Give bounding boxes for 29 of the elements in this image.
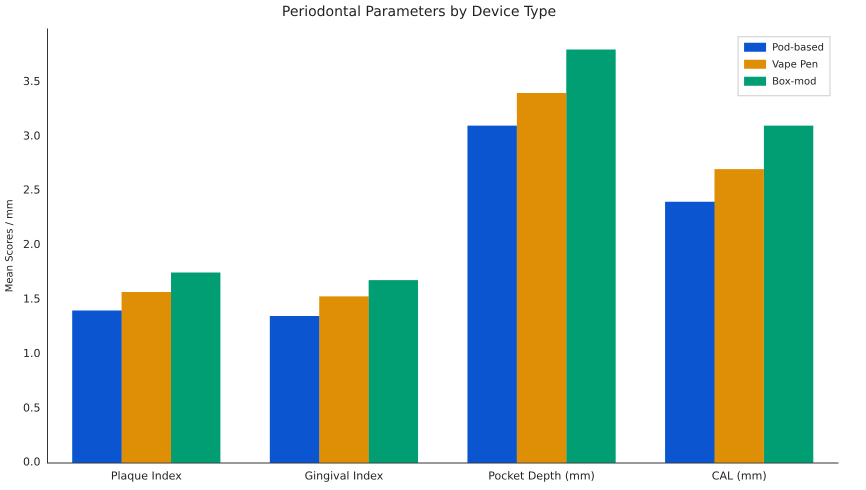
legend-label: Vape Pen — [772, 59, 818, 70]
bar — [467, 126, 517, 463]
x-tick-label: Pocket Depth (mm) — [488, 469, 595, 482]
y-tick-label: 3.5 — [22, 74, 40, 88]
legend-label: Box-mod — [772, 76, 816, 88]
y-tick-label: 0.0 — [22, 456, 40, 469]
bar — [319, 296, 369, 463]
y-tick-label: 1.5 — [22, 292, 40, 306]
legend-label: Pod-based — [772, 42, 824, 54]
bar — [270, 316, 320, 463]
bar — [122, 292, 172, 463]
chart-title: Periodontal Parameters by Device Type — [282, 4, 556, 20]
y-tick-label: 1.0 — [22, 346, 40, 360]
y-tick-label: 2.5 — [22, 184, 40, 197]
x-tick-label: Gingival Index — [304, 469, 384, 482]
y-tick-label: 3.0 — [22, 129, 40, 142]
bar — [72, 310, 122, 463]
y-tick-label: 2.0 — [22, 238, 40, 252]
bar — [764, 126, 814, 463]
x-tick-label: Plaque Index — [110, 469, 182, 482]
bar — [171, 272, 220, 463]
bar — [714, 169, 764, 463]
bar — [566, 49, 616, 463]
y-tick-label: 0.5 — [22, 401, 40, 414]
bar — [665, 202, 714, 463]
bar — [368, 280, 418, 463]
y-axis-title: Mean Scores / mm — [4, 199, 16, 292]
bar — [516, 92, 566, 463]
x-tick-label: CAL (mm) — [712, 469, 767, 482]
